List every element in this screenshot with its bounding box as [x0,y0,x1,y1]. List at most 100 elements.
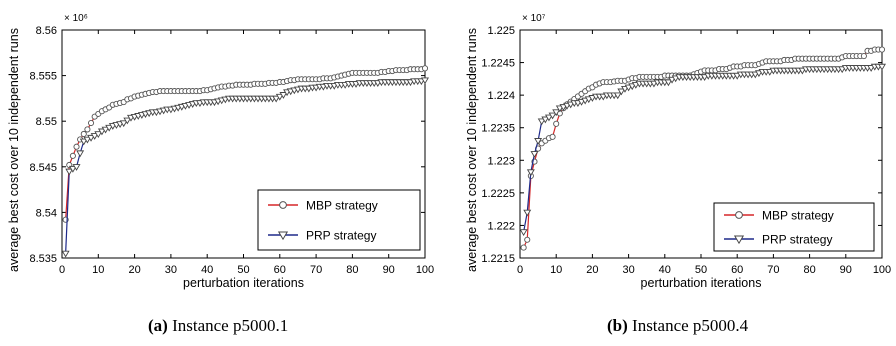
series-prp-strategy [519,63,886,237]
legend: MBP strategy PRP strategy [713,202,875,252]
x-tick-label: 50 [695,264,707,276]
data-point [664,79,673,87]
x-axis-label: perturbation iterations [641,276,762,290]
x-tick-label: 40 [659,264,671,276]
x-tick-label: 80 [803,264,815,276]
data-point [275,93,284,101]
data-point [520,244,527,251]
series-prp-strategy [61,77,429,258]
caption-b-tag: (b) [607,316,628,335]
x-tick-label: 10 [550,264,562,276]
data-point [119,120,128,128]
legend-marker-triangle [733,235,745,245]
caption-b: (b) Instance p5000.4 [607,316,748,336]
x-tick-label: 0 [59,264,65,276]
y-multiplier: × 10⁷ [522,13,546,24]
data-point [83,136,92,144]
data-point [544,114,553,122]
x-tick-label: 20 [586,264,598,276]
legend: MBP strategy PRP strategy [257,189,421,251]
data-point [617,88,626,96]
x-tick-label: 60 [274,264,286,276]
data-point [613,92,622,100]
legend-marker-circle [279,201,287,209]
y-tick-label: 8.555 [29,71,57,83]
x-tick-label: 60 [731,264,743,276]
y-tick-label: 8.54 [36,207,57,219]
x-axis-label: perturbation iterations [183,276,304,290]
x-tick-label: 20 [128,264,140,276]
data-point [84,126,91,133]
x-tick-label: 10 [92,264,104,276]
y-tick-label: 1.222 [487,220,515,232]
y-tick-label: 1.223 [487,155,515,167]
data-point [79,138,88,146]
data-point [90,133,99,140]
y-tick-label: 1.225 [487,25,515,37]
y-tick-label: 8.55 [36,116,57,128]
data-point [541,116,550,124]
data-point [553,120,560,127]
data-point [530,151,539,158]
legend-box [257,189,421,251]
x-tick-label: 30 [165,264,177,276]
x-tick-label: 0 [517,264,523,276]
data-point [526,169,535,177]
data-point [549,133,556,140]
caption-b-text: Instance p5000.4 [627,316,749,335]
x-tick-label: 100 [873,264,891,276]
x-tick-label: 100 [416,264,434,276]
data-point [524,236,531,243]
x-tick-label: 70 [310,264,322,276]
data-point [101,126,110,134]
data-point [80,130,87,138]
data-point [534,138,543,145]
data-point [878,63,886,71]
y-tick-label: 1.2225 [481,188,515,200]
data-point [878,46,886,53]
data-point [68,165,77,173]
data-point [65,168,74,176]
data-point [87,119,95,127]
data-point [421,65,429,72]
chart-a: 0 10 20 30 40 50 60 70 80 90 100 8.535 8.54 8.545 8.55… [7,13,434,290]
y-axis-label: average best cost over 10 independent ru… [7,28,21,272]
y-tick-label: 8.535 [29,253,57,265]
caption-a-tag: (a) [148,316,168,335]
data-point [272,95,281,103]
data-point [73,143,80,150]
data-point [279,92,288,99]
x-tick-label: 30 [622,264,634,276]
legend-label: MBP strategy [306,199,378,213]
x-tick-label: 70 [767,264,779,276]
chart-b: 0 10 20 30 40 50 60 70 80 90 100 1.2215 1.222 1.2225 1… [465,13,891,290]
data-point [94,131,103,139]
data-point [123,117,132,125]
data-point [69,152,76,159]
y-tick-label: 1.2235 [481,123,515,135]
data-point [548,112,557,120]
legend-marker-circle [735,211,743,219]
data-point [105,124,114,132]
caption-a: (a) Instance p5000.1 [148,316,288,336]
y-tick-label: 1.2215 [481,253,515,265]
x-tick-label: 50 [237,264,249,276]
caption-a-text: Instance p5000.1 [167,316,289,335]
legend-marker-triangle [277,231,289,241]
data-point [421,77,429,85]
data-point [76,150,85,158]
y-tick-label: 8.56 [36,25,57,37]
x-tick-label: 90 [840,264,852,276]
y-tick-label: 1.224 [487,90,515,102]
x-tick-label: 40 [201,264,213,276]
data-point [72,164,81,171]
legend-label: MBP strategy [762,209,834,223]
legend-label: PRP strategy [762,233,832,247]
x-tick-label: 90 [383,264,395,276]
data-point [519,229,528,237]
data-point [61,250,70,258]
data-point [552,109,561,117]
y-multiplier: × 10⁶ [64,13,88,24]
legend-box [713,202,875,252]
